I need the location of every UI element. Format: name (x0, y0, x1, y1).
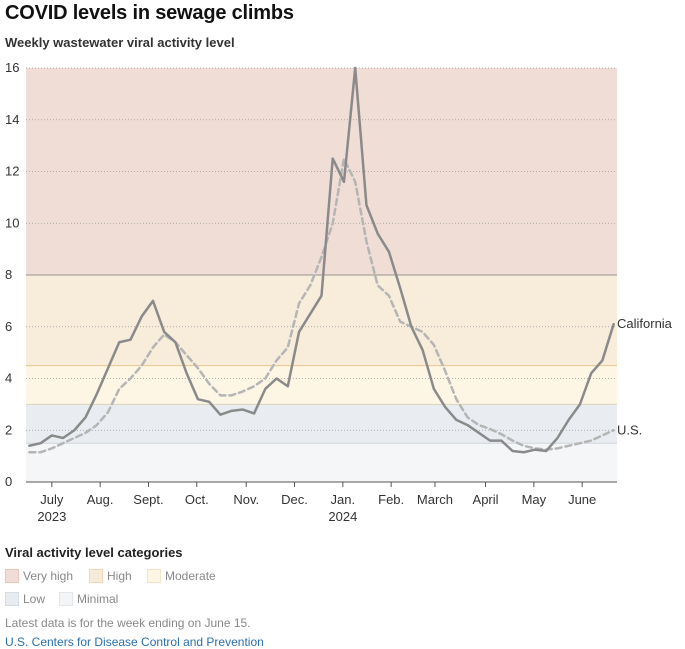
band-very-high (26, 68, 617, 275)
legend-item-very-high: Very high (5, 569, 89, 583)
y-axis-ticks: 0 2 4 6 8 10 12 14 16 (5, 60, 19, 489)
y-tick-label: 2 (5, 422, 12, 437)
swatch-low (5, 592, 19, 606)
legend-label-moderate: Moderate (165, 569, 216, 583)
series-labels: U.S. California (617, 316, 673, 437)
swatch-moderate (147, 569, 161, 583)
x-tick-label: Jan. (331, 492, 356, 507)
x-tick-label: July (40, 492, 64, 507)
swatch-high (89, 569, 103, 583)
y-tick-label: 16 (5, 60, 19, 75)
swatch-very-high (5, 569, 19, 583)
x-tick-label: Aug. (87, 492, 114, 507)
y-tick-label: 8 (5, 267, 12, 282)
x-tick-label: Nov. (233, 492, 259, 507)
y-tick-label: 4 (5, 371, 12, 386)
swatch-minimal (59, 592, 73, 606)
source-link[interactable]: U.S. Centers for Disease Control and Pre… (5, 635, 264, 649)
activity-level-bands (26, 68, 617, 482)
x-tick-label: Dec. (281, 492, 308, 507)
legend-label-low: Low (23, 592, 46, 606)
legend-label-high: High (107, 569, 132, 583)
legend-item-low: Low (5, 592, 59, 606)
y-tick-label: 0 (5, 474, 12, 489)
legend-row-2: Low Minimal (5, 592, 118, 606)
y-tick-label: 6 (5, 319, 12, 334)
line-chart: 0 2 4 6 8 10 12 14 16 July 2023 Aug. Sept. Oct. Nov. D… (5, 60, 673, 524)
x-axis-ticks: July 2023 Aug. Sept. Oct. Nov. Dec. Jan. 2024 Feb… (37, 482, 596, 524)
series-line-california (28, 66, 615, 454)
x-tick-year: 2023 (37, 509, 66, 524)
x-tick-label: March (417, 492, 453, 507)
chart-subtitle: Weekly wastewater viral activity level (5, 35, 235, 50)
legend-item-high: High (89, 569, 147, 583)
legend-label-minimal: Minimal (77, 592, 119, 606)
x-tick-label: Oct. (185, 492, 209, 507)
legend-label-very-high: Very high (23, 569, 74, 583)
gridlines (26, 67, 617, 483)
y-tick-label: 10 (5, 215, 19, 230)
legend-row-1: Very high High Moderate (5, 569, 216, 583)
legend-item-minimal: Minimal (59, 592, 118, 606)
legend-title: Viral activity level categories (5, 545, 183, 560)
series-line-u-s (28, 157, 615, 454)
x-tick-label: May (522, 492, 547, 507)
chart-title: COVID levels in sewage climbs (5, 2, 294, 24)
x-tick-label: June (568, 492, 596, 507)
x-tick-label: April (473, 492, 499, 507)
x-tick-label: Sept. (133, 492, 163, 507)
x-tick-year: 2024 (328, 509, 357, 524)
y-tick-label: 14 (5, 112, 19, 127)
series-lines (28, 66, 615, 454)
legend-item-moderate: Moderate (147, 569, 216, 583)
x-tick-label: Feb. (378, 492, 404, 507)
data-note: Latest data is for the week ending on Ju… (5, 616, 251, 630)
series-label-u-s: U.S. (617, 422, 642, 437)
band-low (26, 404, 617, 444)
y-tick-label: 12 (5, 164, 19, 179)
series-label-california: California (617, 316, 673, 331)
band-minimal (26, 443, 617, 482)
